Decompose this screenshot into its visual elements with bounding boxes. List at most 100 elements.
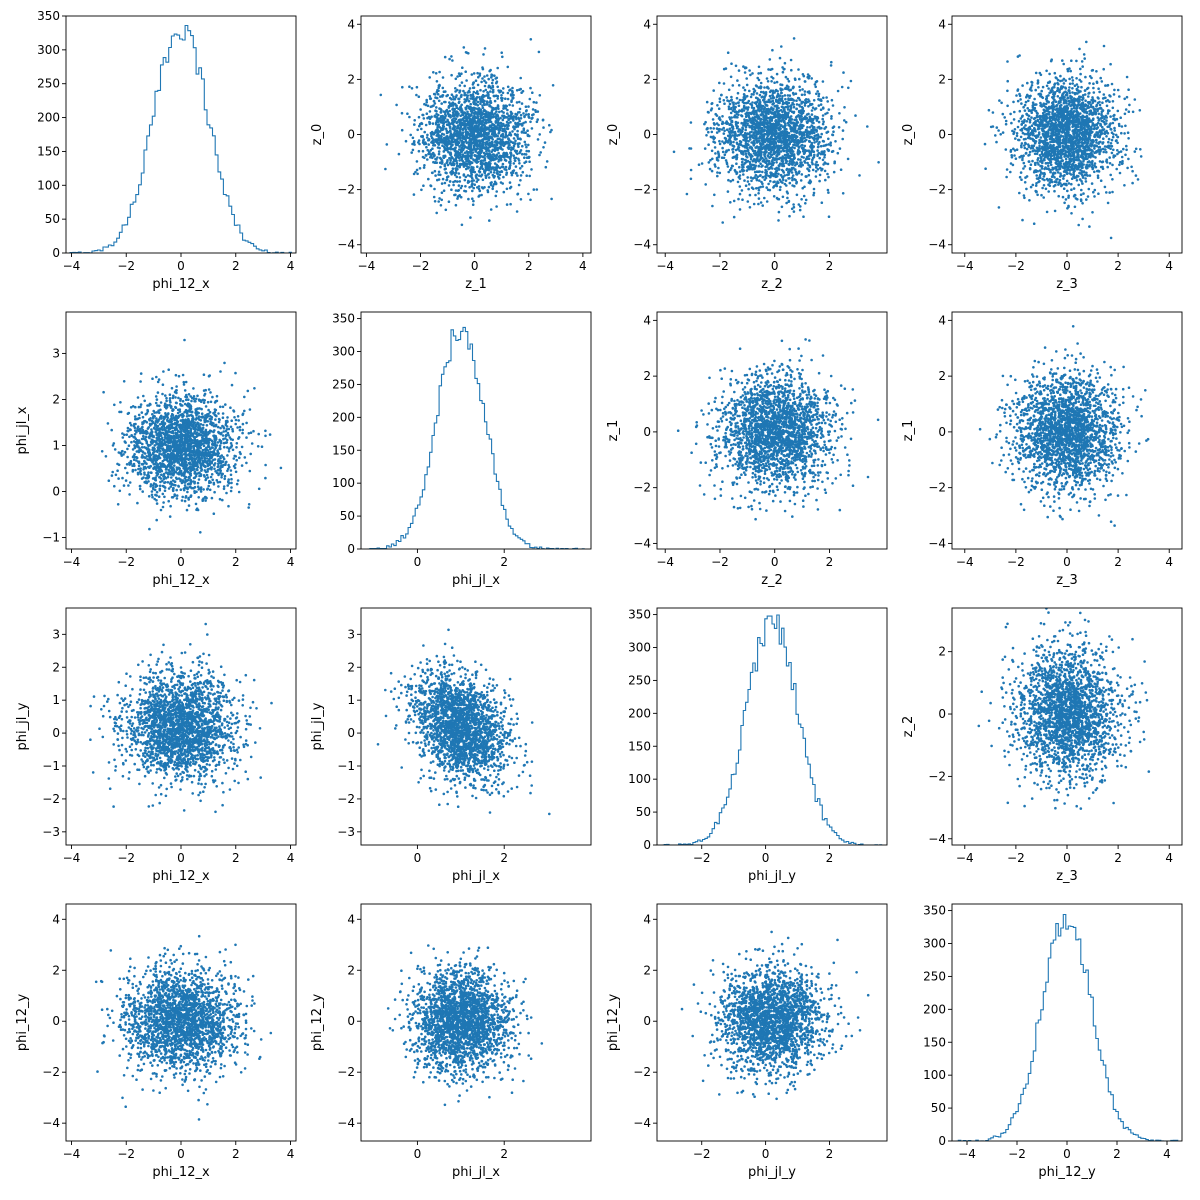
scatter-point bbox=[470, 73, 474, 76]
scatter-point bbox=[754, 174, 758, 177]
scatter-point bbox=[748, 154, 752, 157]
scatter-point bbox=[500, 124, 504, 128]
scatter-point bbox=[759, 81, 763, 85]
scatter-point bbox=[1063, 201, 1066, 205]
scatter-point bbox=[753, 149, 757, 153]
scatter-point bbox=[775, 80, 779, 84]
scatter-point bbox=[737, 84, 741, 87]
scatter-point bbox=[445, 175, 449, 179]
scatter-point bbox=[722, 82, 726, 85]
scatter-point bbox=[478, 194, 481, 197]
scatter-point bbox=[1111, 178, 1114, 181]
scatter-point bbox=[713, 193, 716, 197]
scatter-point bbox=[1108, 156, 1111, 159]
scatter-point bbox=[804, 130, 807, 133]
scatter-point bbox=[813, 141, 816, 144]
scatter-point bbox=[440, 115, 444, 119]
scatter-point bbox=[487, 120, 490, 124]
scatter-point bbox=[421, 134, 425, 138]
scatter-point bbox=[734, 64, 738, 68]
scatter-point bbox=[818, 156, 821, 160]
scatter-point bbox=[436, 146, 440, 149]
scatter-point bbox=[781, 178, 785, 182]
scatter-point bbox=[761, 164, 764, 167]
scatter-point bbox=[468, 186, 471, 189]
scatter-point bbox=[490, 156, 493, 160]
scatter-point bbox=[507, 133, 511, 136]
scatter-point bbox=[531, 113, 534, 117]
scatter-point bbox=[1051, 168, 1054, 171]
scatter-point bbox=[449, 152, 453, 156]
scatter-point bbox=[1056, 95, 1060, 98]
scatter-point bbox=[526, 129, 529, 132]
scatter-point bbox=[718, 97, 722, 100]
scatter-point bbox=[437, 152, 441, 156]
scatter-point bbox=[773, 110, 777, 114]
scatter-point bbox=[450, 133, 454, 137]
scatter-point bbox=[469, 122, 472, 125]
scatter-point bbox=[827, 191, 830, 194]
scatter-point bbox=[751, 128, 754, 131]
scatter-point bbox=[463, 122, 467, 125]
scatter-point bbox=[496, 97, 500, 100]
scatter-point bbox=[479, 147, 483, 150]
scatter-point bbox=[502, 105, 506, 108]
scatter-point bbox=[439, 139, 442, 143]
scatter-point bbox=[769, 107, 773, 111]
scatter-point bbox=[781, 106, 785, 109]
scatter-point bbox=[843, 119, 846, 122]
scatter-point bbox=[787, 171, 791, 175]
scatter-point bbox=[451, 147, 455, 151]
scatter-point bbox=[752, 202, 756, 206]
scatter-point bbox=[484, 115, 487, 118]
scatter-point bbox=[775, 149, 779, 152]
scatter-point bbox=[712, 135, 715, 138]
scatter-point bbox=[814, 163, 817, 166]
scatter-point bbox=[731, 178, 735, 182]
scatter-point bbox=[466, 166, 470, 170]
scatter-point bbox=[770, 130, 773, 133]
scatter-point bbox=[1013, 110, 1016, 114]
scatter-point bbox=[759, 103, 762, 107]
scatter-point bbox=[469, 129, 473, 133]
scatter-point bbox=[534, 110, 538, 113]
scatter-point bbox=[789, 146, 792, 150]
scatter-point bbox=[536, 110, 540, 113]
scatter-point bbox=[472, 166, 475, 169]
scatter-point bbox=[826, 162, 830, 166]
x-tick-label: −2 bbox=[117, 259, 135, 273]
scatter-point bbox=[498, 110, 501, 114]
scatter-point bbox=[490, 141, 493, 144]
scatter-point bbox=[816, 137, 819, 140]
scatter-point bbox=[773, 125, 777, 128]
scatter-point bbox=[507, 118, 511, 122]
scatter-point bbox=[458, 84, 462, 87]
scatter-point bbox=[521, 89, 525, 93]
scatter-point bbox=[461, 66, 464, 69]
scatter-point bbox=[747, 132, 751, 136]
scatter-point bbox=[458, 100, 461, 104]
scatter-point bbox=[451, 167, 455, 170]
scatter-point bbox=[759, 144, 763, 148]
scatter-point bbox=[454, 77, 458, 81]
scatter-point bbox=[489, 183, 493, 187]
scatter-point bbox=[747, 183, 751, 186]
scatter-point bbox=[493, 131, 497, 134]
scatter-point bbox=[491, 78, 495, 82]
scatter-point bbox=[512, 125, 515, 129]
scatter-point bbox=[432, 100, 436, 103]
scatter-point bbox=[738, 165, 741, 169]
scatter-point bbox=[530, 127, 534, 130]
scatter-point bbox=[478, 143, 481, 147]
scatter-point bbox=[443, 164, 447, 168]
scatter-point bbox=[1081, 217, 1084, 221]
scatter-point bbox=[504, 104, 508, 107]
scatter-point bbox=[480, 164, 484, 167]
scatter-point bbox=[509, 151, 513, 154]
scatter-point bbox=[798, 141, 801, 144]
scatter-point bbox=[473, 101, 477, 105]
scatter-point bbox=[435, 116, 439, 119]
scatter-point bbox=[460, 81, 464, 84]
scatter-point bbox=[505, 187, 509, 191]
